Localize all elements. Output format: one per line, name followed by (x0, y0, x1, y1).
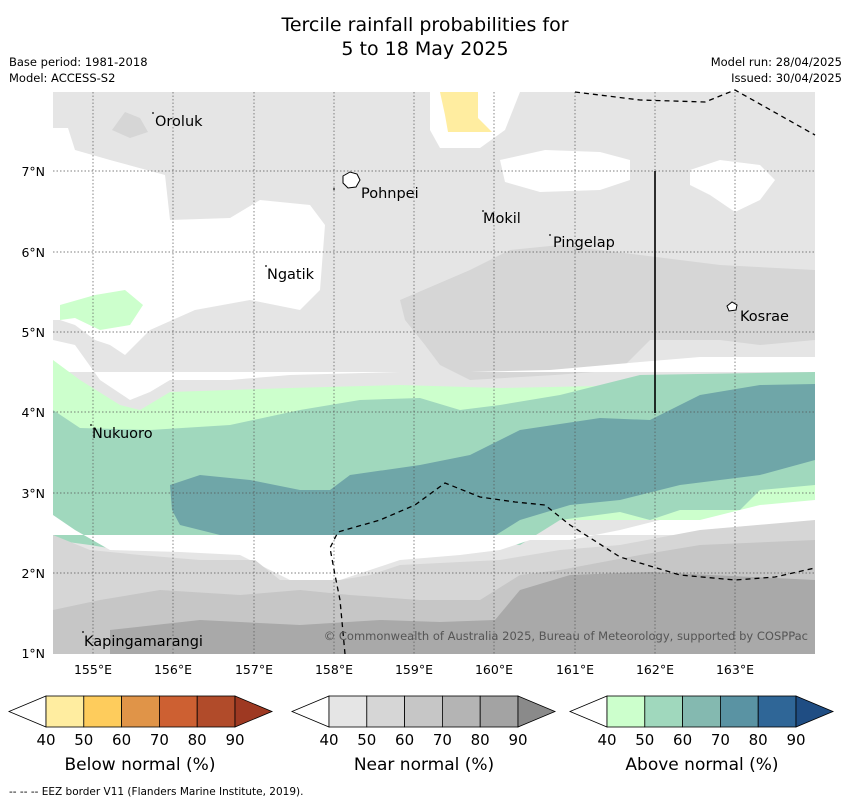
colorbar-tick-label: 60 (112, 731, 131, 749)
lon-axis: 155°E 156°E 157°E 158°E 159°E 160°E 161°… (74, 662, 754, 677)
lon-tick: 163°E (716, 662, 754, 677)
colorbar-tick-label: 70 (150, 731, 169, 749)
island-dots (82, 112, 551, 633)
lon-tick: 158°E (315, 662, 353, 677)
lat-tick: 2°N (21, 566, 45, 581)
above-normal-60-70-region (170, 384, 815, 545)
colorbar-1: 40 50 60 70 80 90 (290, 695, 557, 749)
colorbar-tick-label: 50 (635, 731, 654, 749)
issued-date: Issued: 30/04/2025 (731, 71, 842, 85)
near-normal-south-70-80 (110, 572, 815, 654)
label-oroluk: Oroluk (155, 114, 203, 130)
colorbar-caption-near: Near normal (%) (353, 755, 495, 775)
label-kapingamarangi: Kapingamarangi (84, 634, 203, 650)
lat-tick: 3°N (21, 486, 45, 501)
colorbar-tick-label: 40 (36, 731, 55, 749)
colorbar-tick-label: 70 (711, 731, 730, 749)
meta-left: Base period: 1981-2018 Model: ACCESS-S2 (9, 54, 148, 86)
lon-tick: 155°E (74, 662, 112, 677)
eez-footnote: -- -- -- EEZ border V11 (Flanders Marine… (9, 786, 304, 798)
lat-tick: 6°N (21, 245, 45, 260)
white-band-lower (53, 500, 815, 580)
base-period: Base period: 1981-2018 (9, 55, 148, 69)
colorbar-tick-label: 40 (597, 731, 616, 749)
colorbar-segment (366, 695, 405, 728)
colorbar-segment (328, 695, 368, 728)
copyright-credit: © Commonwealth of Australia 2025, Bureau… (324, 629, 808, 643)
colorbar-high-extend (795, 695, 835, 728)
model-run: Model run: 28/04/2025 (710, 55, 842, 69)
colorbar-segment (757, 695, 797, 728)
islands (342, 171, 738, 312)
meta-right: Model run: 28/04/2025 Issued: 30/04/2025 (711, 54, 842, 86)
label-mokil: Mokil (483, 211, 521, 227)
kosrae-island-shape (726, 301, 738, 312)
eez-borders (329, 89, 816, 655)
colorbar-segment (606, 695, 646, 728)
colorbar-tick-label: 80 (749, 731, 768, 749)
colorbar-tick-label: 60 (673, 731, 692, 749)
colorbar-low-extend (568, 695, 608, 728)
colorbars: 40 50 60 70 80 90 40 50 60 70 80 90 40 50 60 70 80 90 (7, 695, 835, 749)
lon-tick: 157°E (235, 662, 273, 677)
colorbar-tick-label: 90 (508, 731, 527, 749)
colorbar-low-extend (7, 695, 47, 728)
label-kosrae: Kosrae (740, 309, 789, 325)
lat-axis: 7°N 6°N 5°N 4°N 3°N 2°N 1°N (21, 164, 45, 661)
colorbar-tick-label: 50 (357, 731, 376, 749)
near-normal-50-60-region (400, 245, 815, 380)
chart-title-line2: 5 to 18 May 2025 (341, 38, 509, 60)
colorbar-tick-label: 90 (225, 731, 244, 749)
colorbar-tick-label: 90 (786, 731, 805, 749)
colorbar-segment (682, 695, 721, 728)
colorbar-segment (158, 695, 198, 728)
colorbar-segment (121, 695, 160, 728)
below-normal-region (440, 92, 492, 132)
colorbar-segment (83, 695, 123, 728)
colorbar-segment (479, 695, 519, 728)
chart-title-line1: Tercile rainfall probabilities for (281, 14, 569, 36)
label-ngatik: Ngatik (267, 267, 315, 283)
colorbar-segment (45, 695, 85, 728)
model-name: Model: ACCESS-S2 (9, 71, 116, 85)
pohnpei-island-shape (342, 171, 361, 189)
colorbar-high-extend (234, 695, 274, 728)
colorbar-tick-label: 40 (319, 731, 338, 749)
white-region-northeast (690, 160, 775, 212)
colorbar-high-extend (517, 695, 557, 728)
place-labels: Oroluk Pohnpei Mokil Pingelap Ngatik Kos… (84, 114, 789, 650)
colorbar-caption-above: Above normal (%) (625, 755, 779, 775)
colorbar-tick-label: 50 (74, 731, 93, 749)
lon-tick: 161°E (556, 662, 594, 677)
colorbar-tick-label: 80 (188, 731, 207, 749)
near-normal-patch (112, 112, 148, 138)
colorbar-segment (196, 695, 236, 728)
colorbar-segment (644, 695, 683, 728)
label-pohnpei: Pohnpei (361, 186, 419, 202)
lat-tick: 1°N (21, 646, 45, 661)
colorbar-caption-below: Below normal (%) (64, 755, 216, 775)
lon-tick: 159°E (395, 662, 433, 677)
label-nukuoro: Nukuoro (92, 426, 153, 442)
lat-tick: 4°N (21, 405, 45, 420)
probability-field (53, 92, 815, 654)
white-band-upper (53, 340, 815, 400)
colorbar-segment (720, 695, 759, 728)
colorbar-low-extend (290, 695, 330, 728)
lat-tick: 5°N (21, 325, 45, 340)
lon-tick: 156°E (154, 662, 192, 677)
above-normal-patch-west (60, 290, 143, 330)
colorbar-tick-label: 80 (471, 731, 490, 749)
label-pingelap: Pingelap (553, 235, 615, 251)
lat-tick: 7°N (21, 164, 45, 179)
lon-tick: 160°E (475, 662, 513, 677)
colorbar-segment (441, 695, 481, 728)
colorbar-0: 40 50 60 70 80 90 (7, 695, 274, 749)
colorbar-tick-label: 70 (433, 731, 452, 749)
colorbar-2: 40 50 60 70 80 90 (568, 695, 835, 749)
colorbar-segment (404, 695, 443, 728)
lon-tick: 162°E (636, 662, 674, 677)
colorbar-tick-label: 60 (395, 731, 414, 749)
